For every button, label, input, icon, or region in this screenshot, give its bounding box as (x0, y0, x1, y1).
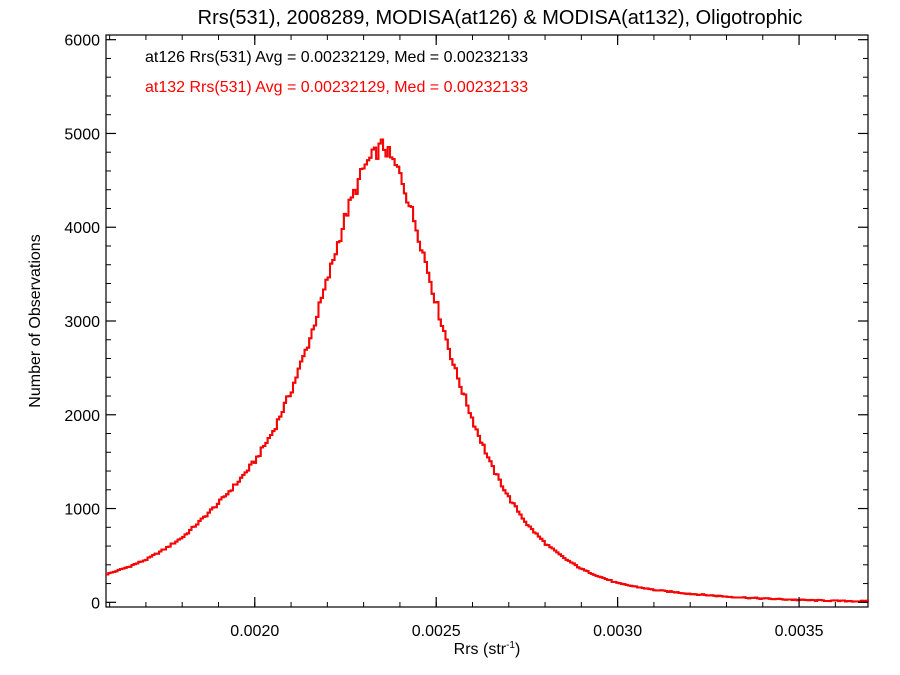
y-tick-label: 0 (91, 595, 100, 612)
annotation-at132: at132 Rrs(531) Avg = 0.00232129, Med = 0… (145, 79, 528, 96)
tick-layer: 0.0020 0.0025 0.0030 0.0035 0 1000 2000 3000 400… (64, 33, 868, 640)
series-layer (106, 138, 869, 603)
y-tick-label: 5000 (64, 126, 100, 143)
annotation-at126: at126 Rrs(531) Avg = 0.00232129, Med = 0… (145, 49, 528, 66)
chart-title: Rrs(531), 2008289, MODISA(at126) & MODIS… (198, 7, 803, 29)
x-axis-label: Rrs (str-1) (454, 640, 521, 658)
y-axis-label: Number of Observations (27, 234, 44, 407)
x-tick-label: 0.0020 (230, 623, 279, 640)
y-tick-label: 6000 (64, 33, 100, 50)
y-tick-label: 3000 (64, 314, 100, 331)
plot-frame (105, 34, 869, 608)
x-tick-label: 0.0030 (593, 623, 642, 640)
x-tick-label: 0.0025 (412, 623, 461, 640)
y-tick-label: 1000 (64, 502, 100, 519)
series-at126 (106, 138, 869, 603)
y-tick-label: 4000 (64, 220, 100, 237)
series-at132 (106, 138, 869, 603)
y-tick-label: 2000 (64, 408, 100, 425)
x-tick-label: 0.0035 (775, 623, 824, 640)
